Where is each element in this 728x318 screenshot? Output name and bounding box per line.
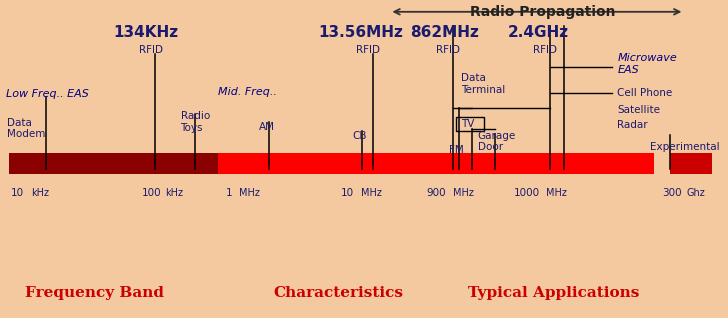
Bar: [9, 153, 218, 174]
Text: RFID: RFID: [436, 45, 459, 55]
Text: 134KHz: 134KHz: [113, 25, 178, 40]
Text: 862MHz: 862MHz: [410, 25, 478, 40]
Text: FM: FM: [449, 145, 464, 155]
Text: 1000: 1000: [514, 188, 540, 198]
Text: Microwave
EAS: Microwave EAS: [617, 53, 677, 75]
Text: MHz: MHz: [361, 188, 382, 198]
Text: Frequency Band: Frequency Band: [25, 286, 164, 300]
Text: Radar: Radar: [617, 120, 648, 130]
Text: Mid. Freq..: Mid. Freq..: [218, 87, 277, 97]
Bar: [218, 153, 654, 174]
Text: RFID: RFID: [139, 45, 162, 55]
Text: Experimental: Experimental: [650, 142, 720, 152]
Text: RFID: RFID: [533, 45, 556, 55]
Text: Garage
Door: Garage Door: [478, 131, 516, 152]
Text: RFID: RFID: [356, 45, 379, 55]
Text: 10: 10: [341, 188, 354, 198]
Text: Low Freq.. EAS: Low Freq.. EAS: [6, 89, 89, 100]
Text: 100: 100: [142, 188, 162, 198]
Text: TV: TV: [462, 119, 475, 129]
Text: Data
Terminal: Data Terminal: [461, 73, 505, 95]
Text: kHz: kHz: [31, 188, 50, 198]
Bar: [670, 153, 712, 174]
Text: Characteristics: Characteristics: [274, 286, 403, 300]
Text: kHz: kHz: [165, 188, 183, 198]
Text: CB: CB: [352, 131, 367, 142]
Bar: [456, 117, 484, 131]
Text: 2.4GHz: 2.4GHz: [508, 25, 569, 40]
Text: 1: 1: [226, 188, 232, 198]
Text: 10: 10: [11, 188, 24, 198]
Text: 300: 300: [662, 188, 682, 198]
Text: Satellite: Satellite: [617, 105, 660, 115]
Text: Typical Applications: Typical Applications: [467, 286, 639, 300]
Text: MHz: MHz: [546, 188, 567, 198]
Text: Radio Propagation: Radio Propagation: [470, 5, 615, 19]
Text: Data
Modem: Data Modem: [7, 118, 46, 139]
Text: Cell Phone: Cell Phone: [617, 88, 673, 98]
Text: Radio
Toys: Radio Toys: [181, 111, 210, 133]
Text: 13.56MHz: 13.56MHz: [318, 25, 403, 40]
Text: 900: 900: [426, 188, 446, 198]
Text: AM: AM: [258, 122, 274, 132]
Text: MHz: MHz: [239, 188, 260, 198]
Text: MHz: MHz: [453, 188, 474, 198]
Text: Ghz: Ghz: [687, 188, 705, 198]
